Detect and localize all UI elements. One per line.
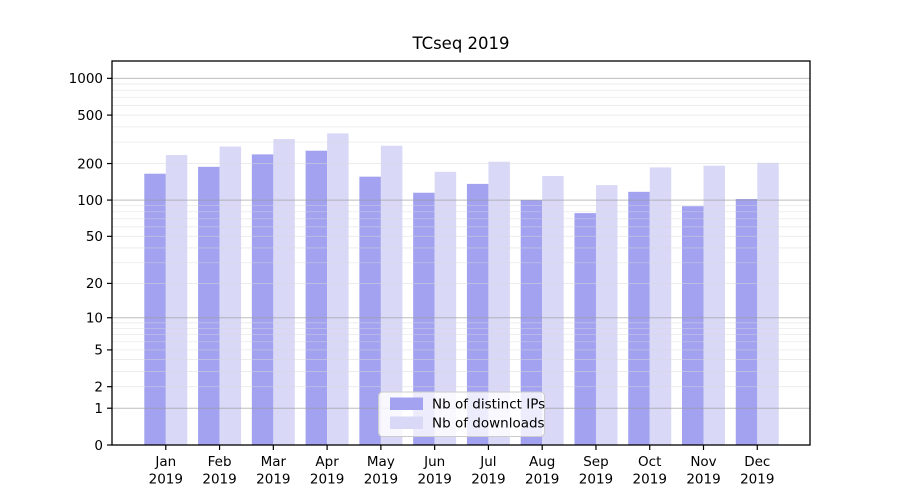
x-tick-label-year: 2019	[579, 472, 613, 488]
bar-dec-distinct-ips	[735, 199, 758, 445]
x-tick-label-year: 2019	[310, 472, 344, 488]
y-tick-label: 200	[77, 156, 103, 172]
bar-nov-distinct-ips	[682, 206, 704, 445]
bar-may-distinct-ips	[359, 176, 381, 445]
bar-oct-downloads	[649, 167, 672, 445]
y-tick-label: 100	[77, 193, 103, 209]
bar-feb-downloads	[219, 146, 242, 445]
bar-sep-downloads	[595, 185, 618, 445]
x-tick-label-month: Jul	[479, 454, 496, 470]
y-tick-label: 20	[86, 276, 103, 292]
bar-apr-downloads	[327, 133, 349, 445]
bar-jan-downloads	[165, 155, 188, 445]
bar-jul-downloads	[488, 161, 510, 445]
y-tick-label: 10	[86, 311, 103, 327]
legend-swatch-downloads	[390, 416, 423, 429]
bar-dec-downloads	[757, 162, 779, 446]
gridlines-layer	[112, 77, 810, 409]
x-tick-label-year: 2019	[417, 472, 451, 488]
bar-mar-distinct-ips	[251, 154, 274, 445]
bar-nov-downloads	[703, 165, 725, 445]
x-tick-label-month: Sep	[583, 454, 608, 470]
x-tick-label-month: Aug	[529, 454, 555, 470]
chart-title: TCseq 2019	[411, 34, 509, 53]
x-tick-label-month: May	[367, 454, 395, 470]
x-tick-label-year: 2019	[256, 472, 290, 488]
bar-jan-distinct-ips	[144, 173, 166, 445]
x-tick-label-month: Oct	[638, 454, 661, 470]
x-tick-label-month: Nov	[690, 454, 716, 470]
legend-swatch-distinct-ips	[390, 397, 423, 410]
bar-jun-distinct-ips	[413, 192, 435, 445]
x-tick-label-month: Jan	[154, 454, 176, 470]
bar-mar-downloads	[273, 139, 295, 445]
x-tick-label-month: Apr	[315, 454, 339, 470]
x-tick-label-year: 2019	[149, 472, 183, 488]
x-tick-label-month: Mar	[261, 454, 287, 470]
bar-jun-downloads	[434, 171, 457, 445]
y-tick-label: 50	[86, 229, 103, 245]
legend-label-downloads: Nb of downloads	[432, 416, 545, 432]
x-tick-label-year: 2019	[740, 472, 774, 488]
bar-feb-distinct-ips	[198, 166, 220, 446]
legend: Nb of distinct IPs Nb of downloads	[378, 391, 545, 437]
x-tick-label-year: 2019	[202, 472, 236, 488]
bar-may-downloads	[380, 145, 403, 446]
x-tick-label-month: Jun	[423, 454, 445, 470]
bar-apr-distinct-ips	[305, 150, 328, 445]
y-tick-label: 500	[77, 108, 103, 124]
x-tick-label-month: Feb	[208, 454, 232, 470]
x-tick-label-year: 2019	[525, 472, 559, 488]
y-tick-label: 1	[94, 401, 103, 417]
y-tick-label: 0	[94, 438, 103, 454]
x-tick-label-year: 2019	[633, 472, 667, 488]
x-tick-label-year: 2019	[471, 472, 505, 488]
bar-aug-downloads	[542, 175, 564, 446]
tick-labels-layer: 0 1 2 5 10 20 50 100 200 500 1000 Jan 2019 Feb 2019 Mar…	[69, 71, 775, 487]
plot-border	[111, 60, 811, 446]
bar-jul-distinct-ips	[466, 183, 489, 445]
y-tick-label: 5	[94, 343, 103, 359]
x-tick-label-year: 2019	[686, 472, 720, 488]
x-tick-label-year: 2019	[364, 472, 398, 488]
axes-layer	[107, 60, 811, 450]
x-tick-label-month: Dec	[744, 454, 770, 470]
y-tick-label: 2	[94, 379, 103, 395]
bar-oct-distinct-ips	[628, 191, 650, 445]
legend-label-distinct-ips: Nb of distinct IPs	[432, 397, 545, 413]
y-tick-label: 1000	[69, 71, 103, 87]
